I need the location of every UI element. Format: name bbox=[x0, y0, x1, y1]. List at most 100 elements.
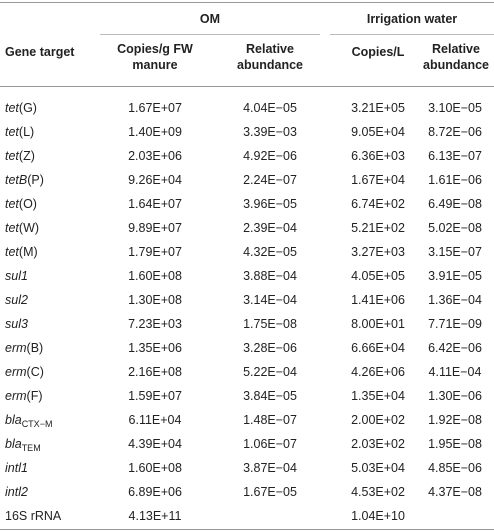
column-header: Copies/g FW manure bbox=[117, 42, 193, 72]
gene-roman: (M) bbox=[18, 245, 38, 259]
column-header: Relative abundance bbox=[423, 42, 489, 72]
gene-roman: (G) bbox=[18, 101, 37, 115]
cell-value: 2.00E+02 bbox=[351, 413, 405, 427]
cell-value: 4.32E−05 bbox=[243, 245, 297, 259]
gene-name: tet(L) bbox=[5, 125, 34, 139]
cell-value: 4.37E−08 bbox=[428, 485, 482, 499]
cell-value: 3.28E−06 bbox=[243, 341, 297, 355]
cell-value: 1.36E−04 bbox=[428, 293, 482, 307]
cell-value: 4.53E+02 bbox=[351, 485, 405, 499]
gene-name: tet(Z) bbox=[5, 149, 35, 163]
rule bbox=[0, 529, 494, 530]
cell-value: 6.42E−06 bbox=[428, 341, 482, 355]
gene-italic: tet bbox=[5, 101, 19, 115]
cell-value: 3.87E−04 bbox=[243, 461, 297, 475]
cell-value: 5.02E−08 bbox=[428, 221, 482, 235]
gene-italic: erm bbox=[5, 341, 27, 355]
cell-value: 1.40E+09 bbox=[128, 125, 182, 139]
cell-value: 1.75E−08 bbox=[243, 317, 297, 331]
cell-value: 6.11E+04 bbox=[128, 413, 182, 427]
column-header: Relative abundance bbox=[237, 42, 303, 72]
gene-italic: intl1 bbox=[5, 461, 28, 475]
cell-value: 1.48E−07 bbox=[243, 413, 297, 427]
gene-name: intl2 bbox=[5, 485, 28, 499]
cell-value: 3.21E+05 bbox=[351, 101, 405, 115]
gene-name: tet(M) bbox=[5, 245, 38, 259]
column-header: Copies/L bbox=[351, 45, 405, 59]
gene-roman: (P) bbox=[27, 173, 44, 187]
gene-italic: erm bbox=[5, 389, 27, 403]
gene-roman: (L) bbox=[18, 125, 35, 139]
gene-name: erm(F) bbox=[5, 389, 43, 403]
gene-italic: tet bbox=[5, 197, 19, 211]
gene-name: tetB(P) bbox=[5, 173, 44, 187]
cell-value: 1.61E−06 bbox=[428, 173, 482, 187]
cell-value: 1.60E+08 bbox=[128, 461, 182, 475]
cell-value: 6.89E+06 bbox=[128, 485, 182, 499]
rule bbox=[330, 34, 494, 35]
cell-value: 6.13E−07 bbox=[428, 149, 482, 163]
group-header: Irrigation water bbox=[366, 12, 458, 26]
cell-value: 4.39E+04 bbox=[128, 437, 182, 451]
gene-roman: (B) bbox=[26, 341, 44, 355]
cell-value: 4.26E+06 bbox=[351, 365, 405, 379]
cell-value: 6.66E+04 bbox=[351, 341, 405, 355]
cell-value: 1.35E+04 bbox=[351, 389, 405, 403]
gene-italic: intl2 bbox=[5, 485, 28, 499]
cell-value: 5.21E+02 bbox=[351, 221, 405, 235]
gene-name: erm(C) bbox=[5, 365, 44, 379]
cell-value: 9.26E+04 bbox=[128, 173, 182, 187]
gene-name: tet(O) bbox=[5, 197, 37, 211]
gene-roman: 16S rRNA bbox=[5, 509, 62, 523]
gene-italic: erm bbox=[5, 365, 27, 379]
cell-value: 7.71E−09 bbox=[428, 317, 482, 331]
cell-value: 6.74E+02 bbox=[351, 197, 405, 211]
gene-name: blaCTX−M bbox=[5, 413, 52, 429]
rule bbox=[100, 34, 320, 35]
cell-value: 1.30E+08 bbox=[128, 293, 182, 307]
cell-value: 1.67E+07 bbox=[128, 101, 182, 115]
gene-roman: (C) bbox=[26, 365, 44, 379]
cell-value: 6.36E+03 bbox=[351, 149, 405, 163]
cell-value: 3.39E−03 bbox=[243, 125, 297, 139]
cell-value: 3.96E−05 bbox=[243, 197, 297, 211]
cell-value: 3.91E−05 bbox=[428, 269, 482, 283]
cell-value: 1.95E−08 bbox=[428, 437, 482, 451]
cell-value: 1.06E−07 bbox=[243, 437, 297, 451]
gene-italic: tet bbox=[5, 149, 19, 163]
gene-name: 16S rRNA bbox=[5, 509, 61, 523]
gene-italic: bla bbox=[5, 437, 22, 451]
cell-value: 2.24E−07 bbox=[243, 173, 297, 187]
gene-italic: sul2 bbox=[5, 293, 28, 307]
rule bbox=[0, 2, 494, 3]
gene-name: tet(G) bbox=[5, 101, 37, 115]
rule bbox=[0, 86, 494, 87]
cell-value: 1.64E+07 bbox=[128, 197, 182, 211]
gene-roman: (O) bbox=[18, 197, 37, 211]
cell-value: 5.03E+04 bbox=[351, 461, 405, 475]
cell-value: 2.03E+02 bbox=[351, 437, 405, 451]
cell-value: 4.92E−06 bbox=[243, 149, 297, 163]
gene-subscript: TEM bbox=[21, 443, 41, 453]
gene-name: blaTEM bbox=[5, 437, 41, 453]
cell-value: 2.16E+08 bbox=[128, 365, 182, 379]
gene-roman: (F) bbox=[26, 389, 43, 403]
cell-value: 1.67E−05 bbox=[243, 485, 297, 499]
cell-value: 1.59E+07 bbox=[128, 389, 182, 403]
gene-italic: bla bbox=[5, 413, 22, 427]
cell-value: 1.35E+06 bbox=[128, 341, 182, 355]
cell-value: 1.04E+10 bbox=[351, 509, 405, 523]
cell-value: 2.03E+06 bbox=[128, 149, 182, 163]
gene-name: erm(B) bbox=[5, 341, 43, 355]
cell-value: 4.04E−05 bbox=[243, 101, 297, 115]
group-header: OM bbox=[199, 12, 221, 26]
cell-value: 3.10E−05 bbox=[428, 101, 482, 115]
gene-italic: tet bbox=[5, 221, 19, 235]
cell-value: 9.05E+04 bbox=[351, 125, 405, 139]
cell-value: 3.15E−07 bbox=[428, 245, 482, 259]
cell-value: 5.22E−04 bbox=[243, 365, 297, 379]
cell-value: 2.39E−04 bbox=[243, 221, 297, 235]
cell-value: 4.13E+11 bbox=[128, 509, 182, 523]
cell-value: 3.88E−04 bbox=[243, 269, 297, 283]
cell-value: 8.72E−06 bbox=[428, 125, 482, 139]
